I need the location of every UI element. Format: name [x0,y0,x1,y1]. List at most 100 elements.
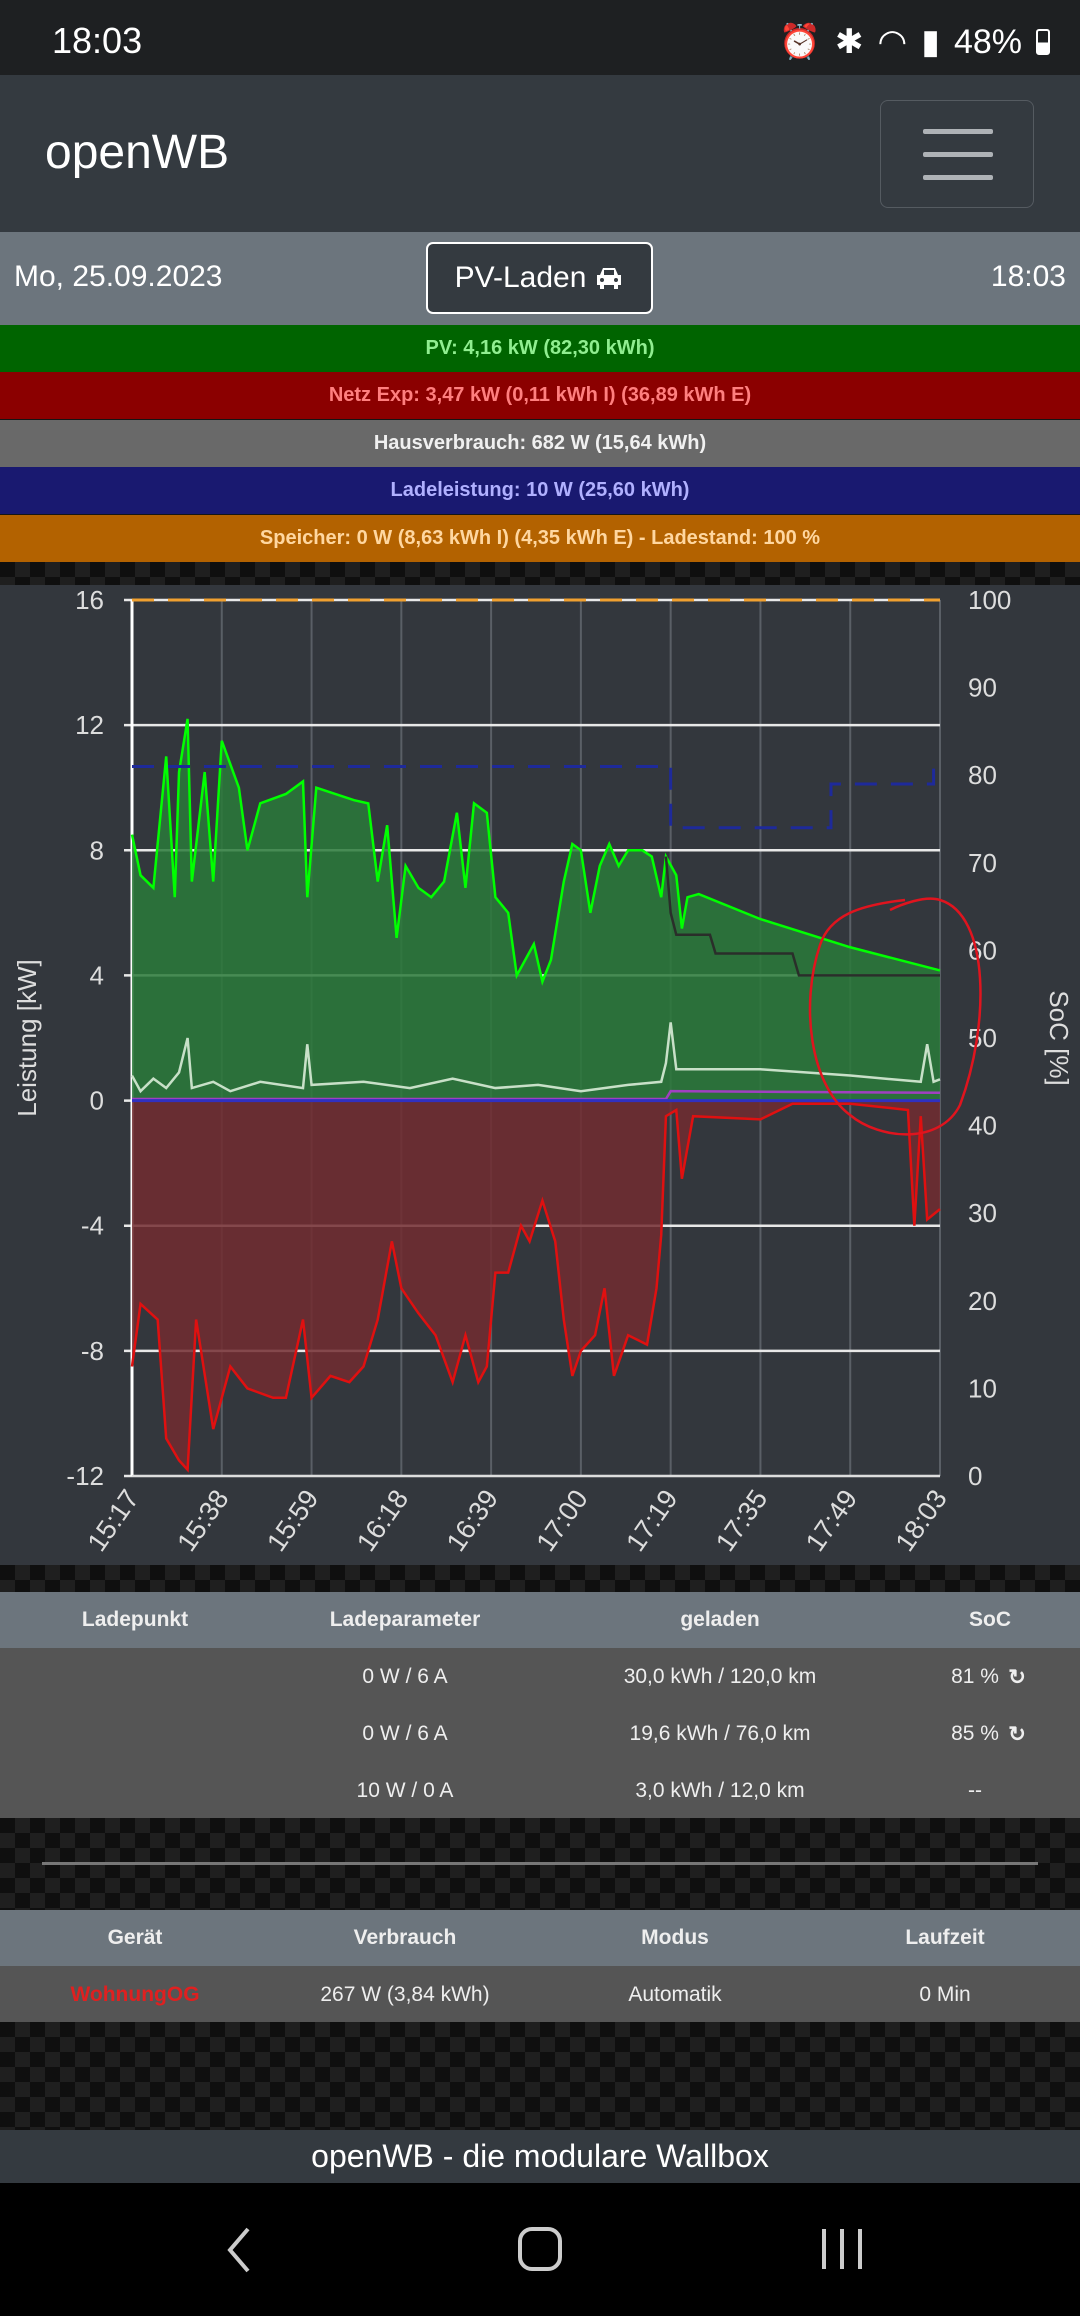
background-stripe [0,1818,1080,1910]
series-line-ev-soc [132,764,936,830]
table-header: Ladepunkt Ladeparameter geladen SoC [0,1592,1080,1648]
annotation-circle [808,897,982,1136]
alarm-icon: ⏰ [778,23,822,61]
table-header: Gerät Verbrauch Modus Laufzeit [0,1910,1080,1966]
header-modus: Modus [641,1926,709,1949]
header-verbrauch: Verbrauch [353,1926,457,1949]
x-tick-label: 16:39 [441,1484,504,1557]
header-geladen: geladen [680,1608,760,1631]
car-icon [597,268,622,289]
table-row[interactable]: WohnungOG 267 W (3,84 kWh) Automatik 0 M… [0,1966,1080,2023]
y2-tick-label: 40 [968,1111,997,1141]
y2-tick-label: 80 [968,760,997,790]
summary-bar: PV: 4,16 kW (82,30 kWh) [0,325,1080,372]
header-geraet: Gerät [107,1926,163,1949]
home-icon[interactable] [518,2227,562,2271]
y2-tick-label: 0 [968,1461,982,1491]
header-soc: SoC [969,1608,1011,1631]
navbar: openWB [0,75,1080,232]
series-line-dark [664,856,940,977]
charged-amount: 30,0 kWh / 120,0 km [623,1664,817,1688]
summary-text: Ladeleistung: 10 W (25,60 kWh) [390,479,690,502]
y-tick-label: -8 [81,1336,104,1366]
x-tick-label: 17:19 [620,1484,683,1557]
y-tick-label: 0 [90,1086,104,1116]
header-ladeparameter: Ladeparameter [329,1608,481,1631]
battery-percent: 48% [953,22,1022,61]
table-row: 0 W / 6 A 19,6 kWh / 76,0 km 85 % ↻ [0,1705,1080,1762]
y-tick-label: 4 [90,960,104,990]
refresh-soc-icon[interactable]: ↻ [1008,1722,1026,1746]
footer: openWB - die modulare Wallbox [0,2130,1080,2183]
x-tick-label: 17:35 [710,1484,773,1557]
divider [42,1862,1038,1865]
y-tick-label: 12 [75,710,104,740]
summary-text: Netz Exp: 3,47 kW (0,11 kWh I) (36,89 kW… [328,384,752,407]
y-tick-label: 16 [75,585,104,615]
background-stripe [0,2022,1080,2130]
y2-tick-label: 30 [968,1198,997,1228]
soc-value: -- [968,1778,982,1802]
summary-text: PV: 4,16 kW (82,30 kWh) [425,337,655,359]
device-runtime: 0 Min [919,1982,971,2006]
x-tick-label: 16:18 [351,1484,414,1557]
y2-tick-label: 10 [968,1373,997,1403]
system-status-bar: 18:03 ⏰ ✱ ◠ ▮ 48% [0,0,1080,75]
header-ladepunkt: Ladepunkt [81,1608,189,1631]
power-chart: 15:17 15:38 15:59 16:18 16:39 17:00 17:19 17:35… [0,585,1080,1565]
y2-tick-label: 20 [968,1286,997,1316]
charge-mode-label: PV-Laden [454,261,587,294]
y-axis-title: Leistung [kW] [12,959,42,1117]
y-tick-label: -12 [66,1461,104,1491]
background-stripe [0,562,1080,585]
series-area-grid [132,1100,940,1470]
battery-icon [1036,29,1050,55]
device-mode[interactable]: Automatik [628,1982,722,2006]
back-icon[interactable] [220,2225,260,2275]
charge-mode-button[interactable]: PV-Laden [426,242,653,314]
current-date: Mo, 25.09.2023 [14,260,223,293]
x-tick-label: 17:00 [530,1484,593,1557]
series-line-pv [130,718,941,986]
summary-bar: Hausverbrauch: 682 W (15,64 kWh) [0,419,1080,467]
recent-apps-icon[interactable] [820,2227,866,2271]
status-time: 18:03 [52,20,143,61]
wifi-icon: ◠ [877,23,908,61]
y2-axis-title: SoC [%] [1044,990,1074,1085]
y-tick-label: -4 [81,1211,104,1241]
x-tick-label: 15:17 [82,1484,145,1557]
brand-logo[interactable]: openWB [45,126,230,179]
system-navigation-bar [0,2183,1080,2316]
header-laufzeit: Laufzeit [905,1926,985,1949]
y2-tick-label: 90 [968,673,997,703]
refresh-soc-icon[interactable]: ↻ [1008,1665,1026,1689]
summary-bar: Speicher: 0 W (8,63 kWh I) (4,35 kWh E) … [0,514,1080,562]
x-tick-label: 15:38 [171,1484,234,1557]
series-line-house [130,1022,941,1094]
y-tick-label: 8 [90,835,104,865]
series-line-charge [132,1089,941,1101]
soc-value: 81 % [951,1664,999,1688]
series-line-grid [130,1102,941,1473]
device-name[interactable]: WohnungOG [70,1982,200,2006]
soc-value: 85 % [951,1721,999,1745]
charge-parameters: 0 W / 6 A [362,1721,448,1745]
charge-parameters: 10 W / 0 A [356,1778,454,1802]
device-table: Gerät Verbrauch Modus Laufzeit WohnungOG… [0,1910,1080,2023]
bluetooth-icon: ✱ [835,23,864,61]
charged-amount: 3,0 kWh / 12,0 km [635,1778,805,1802]
charged-amount: 19,6 kWh / 76,0 km [629,1721,811,1745]
date-row: Mo, 25.09.2023 PV-Laden 18:03 [0,232,1080,325]
x-tick-label: 17:49 [800,1484,863,1557]
device-consumption: 267 W (3,84 kWh) [320,1982,490,2006]
menu-toggle-button[interactable] [880,100,1034,208]
series-area-pv [132,718,940,1101]
charge-parameters: 0 W / 6 A [362,1664,448,1688]
summary-text: Hausverbrauch: 682 W (15,64 kWh) [373,431,707,454]
y2-tick-label: 70 [968,848,997,878]
chart-svg: 15:17 15:38 15:59 16:18 16:39 17:00 17:19 17:35… [12,585,1074,1557]
summary-text: Speicher: 0 W (8,63 kWh I) (4,35 kWh E) … [259,526,821,549]
x-tick-label: 15:59 [261,1484,324,1557]
y2-tick-label: 100 [968,585,1011,615]
background-stripe [0,1565,1080,1592]
